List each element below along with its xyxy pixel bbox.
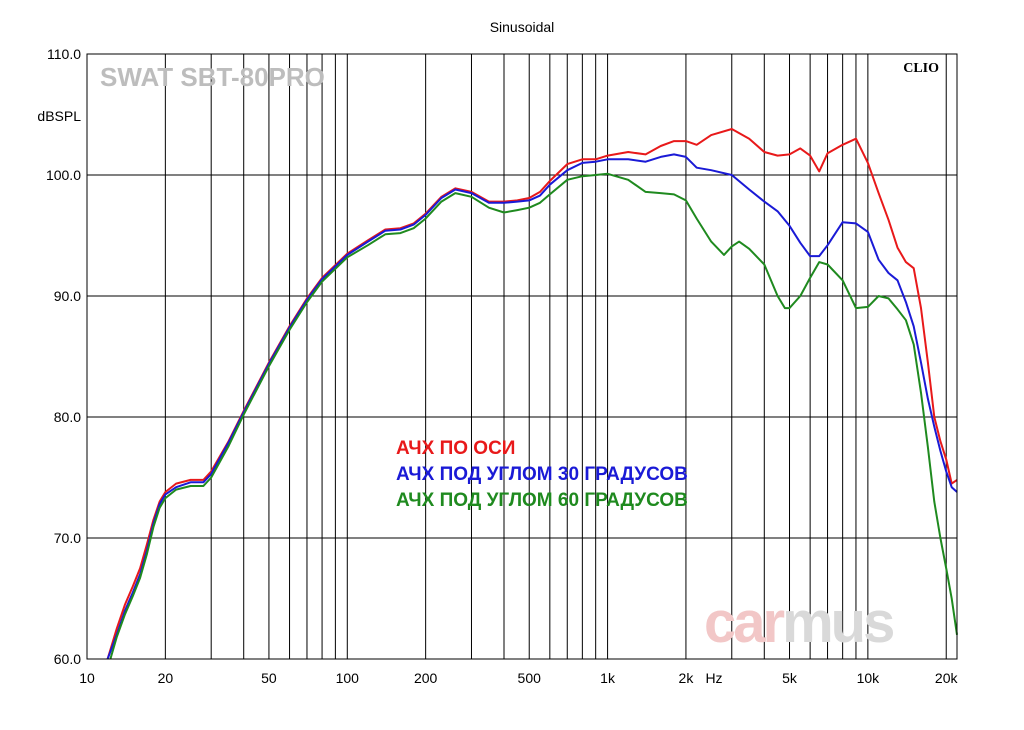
x-tick-labels: 10 20 50 100 200 500 1k 2k 5k 10k 20k [79, 670, 958, 686]
y-tick-label: 90.0 [54, 288, 81, 304]
svg-text:carmus: carmus [704, 590, 893, 655]
chart-subtitle: SWAT SBT-80PRO [100, 62, 325, 92]
y-tick-label: 60.0 [54, 651, 81, 667]
watermark: carmus [704, 590, 896, 655]
x-tick-label: 20 [158, 670, 174, 686]
y-tick-label: 70.0 [54, 530, 81, 546]
clio-mark: CLIO [903, 61, 939, 76]
x-tick-label: 10 [79, 670, 95, 686]
y-tick-label: 80.0 [54, 409, 81, 425]
y-tick-label: 110.0 [47, 46, 81, 62]
x-unit-label: Hz [705, 670, 722, 686]
legend: АЧХ ПО ОСИ АЧХ ПОД УГЛОМ 30 ГРАДУСОВ АЧХ П… [396, 438, 688, 511]
y-tick-labels: 60.0 70.0 80.0 90.0 100.0 110.0 [46, 46, 81, 667]
x-tick-label: 200 [414, 670, 438, 686]
y-axis-label: dBSPL [37, 108, 81, 124]
x-tick-label: 100 [336, 670, 360, 686]
series-line-1 [106, 128, 958, 660]
x-tick-label: 500 [518, 670, 542, 686]
x-tick-label: 2k [679, 670, 695, 686]
x-tick-label: 10k [857, 670, 881, 686]
series-line-3 [109, 172, 958, 660]
x-tick-label: 1k [600, 670, 616, 686]
series-line-2 [106, 153, 958, 660]
grid-lines [86, 53, 957, 660]
chart-title: Sinusoidal [490, 19, 555, 35]
legend-item-3: АЧХ ПОД УГЛОМ 60 ГРАДУСОВ [396, 490, 688, 511]
watermark-car: car [704, 590, 785, 655]
x-tick-label: 20k [935, 670, 959, 686]
y-tick-label: 100.0 [46, 167, 81, 183]
legend-item-2: АЧХ ПОД УГЛОМ 30 ГРАДУСОВ [396, 464, 688, 485]
x-tick-label: 5k [782, 670, 798, 686]
plot-frame [86, 53, 958, 660]
x-tick-label: 50 [261, 670, 277, 686]
series-lines [106, 128, 958, 660]
watermark-mus: mus [782, 590, 893, 655]
legend-item-1: АЧХ ПО ОСИ [396, 438, 515, 459]
